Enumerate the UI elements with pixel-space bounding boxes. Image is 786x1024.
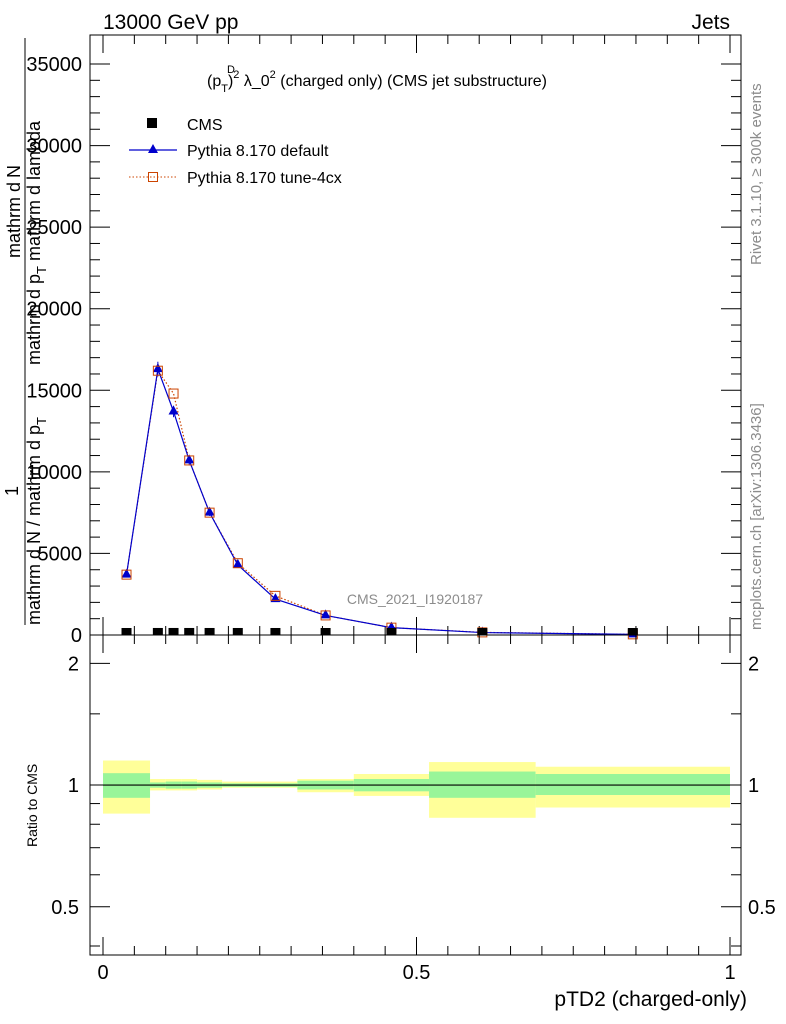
main-y-axis: 0 5000 10000 15000 20000 25000 30000 35000 [26,54,741,647]
default-point [121,568,132,578]
ratio-data-layer [103,760,730,818]
cms-point [168,627,179,635]
plot-title: (pT)2 λ_02 (charged only) (CMS jet subst… [207,69,547,95]
ratio-y-tick-label: 0.5 [51,897,79,919]
cms-point [184,627,195,635]
main-data-layer [121,361,638,640]
tune-point [204,507,215,518]
tune-point [168,388,179,399]
legend-default-marker [148,144,158,153]
ratio-y-axis: 0.5 0.5 1 1 2 2 [51,653,776,947]
main-y-tick-label: 20000 [26,299,82,321]
legend-tune-label: Pythia 8.170 tune-4cx [187,170,342,187]
tune-point [121,569,132,580]
tune-point [270,590,281,601]
ratio-y-tick-label-right: 0.5 [748,897,776,919]
ratio-x-axis: 0 0.5 1 [97,635,736,984]
plot-title-sup-d: D [227,64,235,76]
default-point [320,609,331,619]
ratio-y-tick-label: 1 [68,775,79,797]
main-y-tick-label: 0 [71,625,82,647]
main-y-label: mathrm d N / mathrm d pT 1 mathrm d pT m… [2,38,49,625]
main-y-tick-label: 30000 [26,136,82,158]
x-tick-label: 0.5 [403,962,431,984]
default-point [152,363,163,373]
cms-point [320,627,331,635]
x-tick-label: 1 [724,962,735,984]
legend-tune-marker [148,172,158,182]
tune-point [320,610,331,621]
cms-point [121,627,132,635]
header-left: 13000 GeV pp [103,11,238,34]
tune-point [184,455,195,466]
ratio-y-tick-label: 2 [68,653,79,675]
x-tick-label: 0 [97,962,108,984]
main-y-tick-label: 35000 [26,54,82,76]
default-point [232,558,243,568]
y-label-line-a: mathrm d N / mathrm d pT [24,417,49,625]
y-label-line-b: mathrm d pT mathrm d lambda [24,120,49,365]
cms-point [152,627,163,635]
ratio-panel-frame [89,634,742,956]
default-point [168,405,179,415]
legend-cms-marker [147,118,157,128]
ratio-y-label: Ratio to CMS [24,764,40,847]
default-point [204,506,215,516]
legend-cms-label: CMS [187,117,223,134]
main-y-tick-label: 5000 [38,543,83,565]
rivet-label: Rivet 3.1.10, ≥ 300k events [748,83,765,265]
cms-point [232,627,243,635]
tune-point [232,558,243,569]
y-label-top: mathrm dN [4,165,24,258]
ratio-y-tick-label-right: 1 [748,775,759,797]
header-right: Jets [691,11,730,34]
tune-point [152,365,163,376]
legend: CMS Pythia 8.170 default Pythia 8.170 tu… [129,117,342,187]
default-point [184,454,195,464]
main-y-tick-label: 15000 [26,380,82,402]
analysis-watermark: CMS_2021_I1920187 [347,591,483,607]
main-y-tick-label: 10000 [26,462,82,484]
mcplots-label: mcplots.cern.ch [arXiv:1306.3436] [748,403,765,630]
cms-point [204,627,215,635]
y-label-one: 1 [2,486,22,496]
cms-point [627,627,638,635]
cms-point [477,627,488,635]
cms-point [270,627,281,635]
ratio-y-tick-label-right: 2 [748,653,759,675]
main-x-axis [102,35,731,635]
x-axis-label: pTD2 (charged-only) [554,988,747,1011]
main-y-tick-label: 25000 [26,217,82,239]
legend-default-label: Pythia 8.170 default [187,143,329,160]
cms-point [386,627,397,635]
